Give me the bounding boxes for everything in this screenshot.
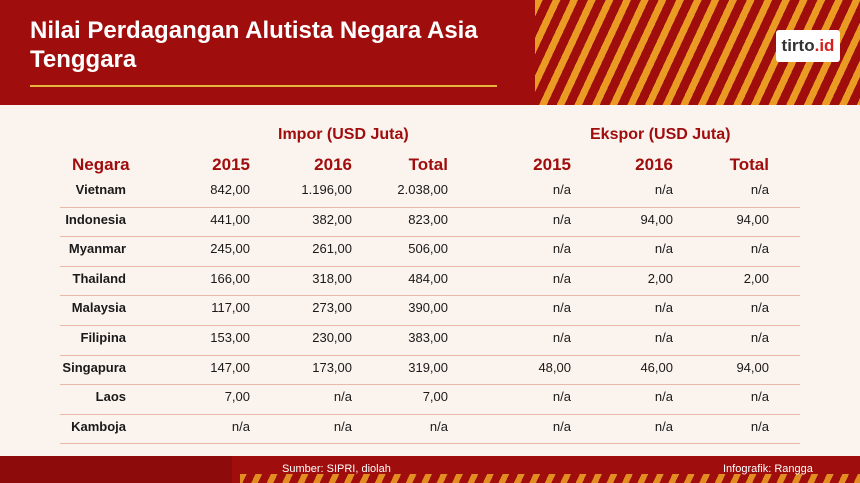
value-cell: 117,00 — [211, 300, 250, 316]
export-group-header: Ekspor (USD Juta) — [590, 126, 731, 143]
value-cell: 7,00 — [224, 389, 250, 405]
value-cell: 823,00 — [408, 211, 448, 227]
value-cell: 383,00 — [408, 330, 448, 345]
value-cell: 230,00 — [312, 330, 352, 345]
value-cell: n/a — [654, 182, 673, 197]
value-cell: 382,00 — [312, 211, 352, 227]
value-cell: 7,00 — [422, 389, 448, 405]
column-header-export-total: Total — [729, 155, 769, 174]
footer-bar: Sumber: SIPRI, diolah Infografik: Rangga — [0, 456, 860, 483]
logo-text: tirto — [781, 36, 815, 55]
column-header-import-total: Total — [408, 155, 448, 174]
table-row: Filipina 153,00 230,00 383,00 n/a n/a n/a — [60, 325, 800, 356]
value-cell: n/a — [333, 418, 352, 434]
table-row: Vietnam 842,00 1.196,00 2.038,00 n/a n/a n/a — [60, 177, 800, 208]
value-cell: 506,00 — [408, 241, 448, 257]
footer-left-block — [0, 456, 232, 483]
value-cell: n/a — [654, 418, 673, 434]
value-cell: 147,00 — [210, 359, 250, 375]
table-row: Laos 7,00 n/a 7,00 n/a n/a n/a — [60, 384, 800, 415]
table-row: Malaysia 117,00 273,00 390,00 n/a n/a n/a — [60, 295, 800, 326]
value-cell: 319,00 — [408, 359, 448, 375]
value-cell: n/a — [552, 211, 571, 227]
import-group-header: Impor (USD Juta) — [278, 126, 409, 143]
column-header-country: Negara — [72, 155, 130, 174]
value-cell: 245,00 — [210, 241, 250, 257]
page-title: Nilai Perdagangan Alutista Negara Asia T… — [30, 17, 478, 73]
value-cell: n/a — [750, 182, 769, 197]
value-cell: 261,00 — [312, 241, 352, 257]
value-cell: n/a — [654, 330, 673, 345]
value-cell: 1.196,00 — [301, 182, 352, 197]
country-cell: Myanmar — [68, 241, 126, 257]
logo-suffix: .id — [814, 36, 835, 55]
value-cell: n/a — [552, 330, 571, 345]
value-cell: 390,00 — [408, 300, 448, 316]
footer-stripes — [240, 474, 860, 483]
value-cell: 166,00 — [210, 270, 250, 286]
country-cell: Malaysia — [71, 300, 126, 316]
country-cell: Singapura — [62, 359, 126, 375]
value-cell: 94,00 — [736, 359, 769, 375]
value-cell: 842,00 — [210, 182, 250, 197]
value-cell: 2.038,00 — [397, 182, 448, 197]
value-cell: 441,00 — [210, 211, 250, 227]
table-row: Kamboja n/a n/a n/a n/a n/a n/a — [60, 414, 800, 445]
value-cell: n/a — [750, 330, 769, 345]
value-cell: 94,00 — [640, 211, 673, 227]
value-cell: n/a — [552, 182, 571, 197]
value-cell: 2,00 — [647, 270, 673, 286]
source-note: Sumber: SIPRI, diolah — [282, 463, 391, 475]
value-cell: 46,00 — [640, 359, 673, 375]
value-cell: n/a — [552, 418, 571, 434]
column-header-import-2016: 2016 — [314, 155, 352, 174]
country-cell: Vietnam — [75, 182, 126, 197]
value-cell: n/a — [750, 418, 769, 434]
country-cell: Filipina — [80, 330, 127, 345]
title-underline — [30, 85, 497, 87]
country-cell: Laos — [95, 389, 126, 405]
value-cell: 153,00 — [210, 330, 250, 345]
value-cell: n/a — [552, 241, 571, 257]
country-cell: Kamboja — [71, 418, 126, 434]
column-header-export-2015: 2015 — [533, 155, 571, 174]
value-cell: n/a — [552, 389, 571, 405]
table-row: Indonesia 441,00 382,00 823,00 n/a 94,00 94,00 — [60, 207, 800, 238]
value-cell: n/a — [552, 300, 571, 316]
country-cell: Indonesia — [65, 211, 126, 227]
value-cell: n/a — [654, 241, 673, 257]
table-row: Thailand 166,00 318,00 484,00 n/a 2,00 2,00 — [60, 266, 800, 297]
value-cell: 173,00 — [312, 359, 352, 375]
country-cell: Thailand — [72, 270, 126, 286]
column-header-import-2015: 2015 — [212, 155, 250, 174]
value-cell: n/a — [429, 418, 448, 434]
value-cell: n/a — [750, 241, 769, 257]
value-cell: 318,00 — [312, 270, 352, 286]
column-header-export-2016: 2016 — [635, 155, 673, 174]
tirto-logo: tirto.id — [776, 30, 840, 62]
value-cell: 273,00 — [312, 300, 352, 316]
value-cell: 2,00 — [743, 270, 769, 286]
value-cell: n/a — [654, 300, 673, 316]
table-row: Singapura 147,00 173,00 319,00 48,00 46,00 94,… — [60, 355, 800, 386]
value-cell: n/a — [654, 389, 673, 405]
value-cell: 484,00 — [408, 270, 448, 286]
value-cell: 94,00 — [736, 211, 769, 227]
value-cell: n/a — [750, 300, 769, 316]
value-cell: n/a — [231, 418, 250, 434]
value-cell: n/a — [333, 389, 352, 405]
header-banner: Nilai Perdagangan Alutista Negara Asia T… — [0, 0, 860, 105]
value-cell: 48,00 — [538, 359, 571, 375]
table-row: Myanmar 245,00 261,00 506,00 n/a n/a n/a — [60, 236, 800, 267]
value-cell: n/a — [552, 270, 571, 286]
value-cell: n/a — [750, 389, 769, 405]
credit-note: Infografik: Rangga — [723, 463, 813, 475]
